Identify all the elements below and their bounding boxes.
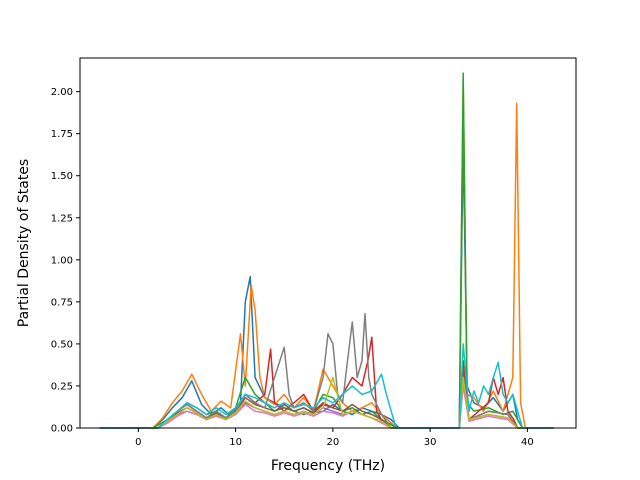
x-axis-label: Frequency (THz) (271, 458, 385, 474)
y-axis-ticks: 0.00 0.25 0.50 0.75 1.00 1.25 1.50 1.75 2.00 (51, 87, 80, 435)
x-axis-ticks: 0 10 20 30 40 (135, 428, 534, 448)
x-tick-label: 20 (326, 437, 339, 448)
y-tick-label: 0.00 (51, 424, 73, 435)
y-tick-label: 0.75 (51, 297, 73, 308)
x-tick-label: 10 (229, 437, 242, 448)
series-layer (99, 72, 554, 429)
plot-frame (79, 57, 577, 429)
series-line-9 (99, 376, 554, 429)
series-line-10 (99, 343, 554, 429)
y-axis-label: Partial Density of States (16, 159, 32, 327)
x-tick-label: 0 (135, 437, 141, 448)
y-tick-label: 2.00 (51, 87, 73, 98)
y-tick-label: 1.25 (51, 213, 73, 224)
y-tick-label: 1.50 (51, 171, 73, 182)
y-tick-label: 1.00 (51, 255, 73, 266)
y-tick-label: 0.25 (51, 381, 73, 392)
y-tick-label: 1.75 (51, 129, 73, 140)
x-tick-label: 30 (424, 437, 437, 448)
x-tick-label: 40 (521, 437, 534, 448)
y-tick-label: 0.50 (51, 339, 73, 350)
